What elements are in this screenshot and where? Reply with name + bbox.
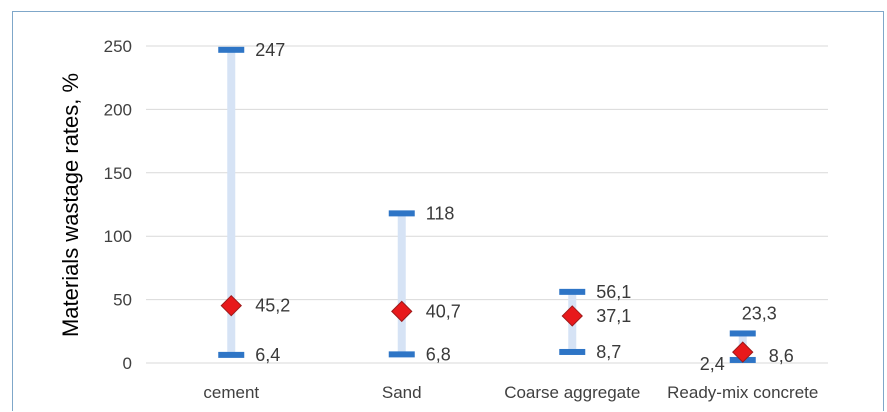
y-tick-label: 50 [113,291,132,310]
x-category-label: Sand [382,383,422,402]
gridlines [146,45,828,364]
max-data-label: 247 [255,40,285,60]
chart-frame [12,11,884,411]
y-tick-label: 100 [104,227,132,246]
mean-marker [391,300,413,323]
chart-marks [218,46,756,363]
range-bar [397,213,406,355]
min-data-label: 8,7 [596,342,621,362]
min-data-label: 6,4 [255,345,280,365]
max-cap [559,288,586,295]
mean-marker [732,341,754,363]
x-axis-categories: cement Sand Coarse aggregate Ready-mix conc… [203,383,818,402]
mean-data-label: 8,6 [769,346,794,366]
x-category-label: Coarse aggregate [504,383,640,402]
min-data-label: 2,4 [700,354,725,374]
data-labels: 247 6,4 45,2 118 6,8 40,7 56,1 8,7 37,1 23,3 2,4 8,… [255,40,794,374]
mean-marker [561,305,583,327]
y-tick-label: 250 [104,37,132,56]
max-cap [388,210,415,217]
max-data-label: 118 [426,203,455,223]
mean-marker [220,294,242,317]
min-cap [559,348,586,355]
mean-data-label: 37,1 [596,306,631,326]
y-tick-label: 150 [104,164,132,183]
mean-data-label: 45,2 [255,296,290,316]
max-data-label: 56,1 [596,282,631,302]
range-bar [227,49,236,355]
x-category-label: Ready-mix concrete [667,383,818,402]
y-axis-ticks: 0 50 100 150 200 250 [104,37,132,373]
min-cap [388,351,415,358]
max-data-label: 23,3 [742,303,777,323]
min-data-label: 6,8 [426,344,451,364]
min-cap [218,351,245,358]
y-tick-label: 0 [123,354,132,373]
x-category-label: cement [203,383,259,402]
y-tick-label: 200 [104,100,132,119]
mean-data-label: 40,7 [426,301,461,321]
y-axis-title: Materials wastage rates, % [58,73,83,337]
max-cap [218,46,245,53]
max-cap [729,330,756,337]
